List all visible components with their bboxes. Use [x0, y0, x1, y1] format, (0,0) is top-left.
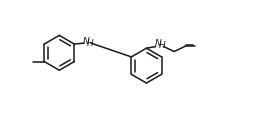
Text: H: H	[87, 39, 94, 48]
Text: N: N	[83, 37, 89, 46]
Text: N: N	[155, 39, 162, 48]
Text: H: H	[159, 41, 166, 50]
